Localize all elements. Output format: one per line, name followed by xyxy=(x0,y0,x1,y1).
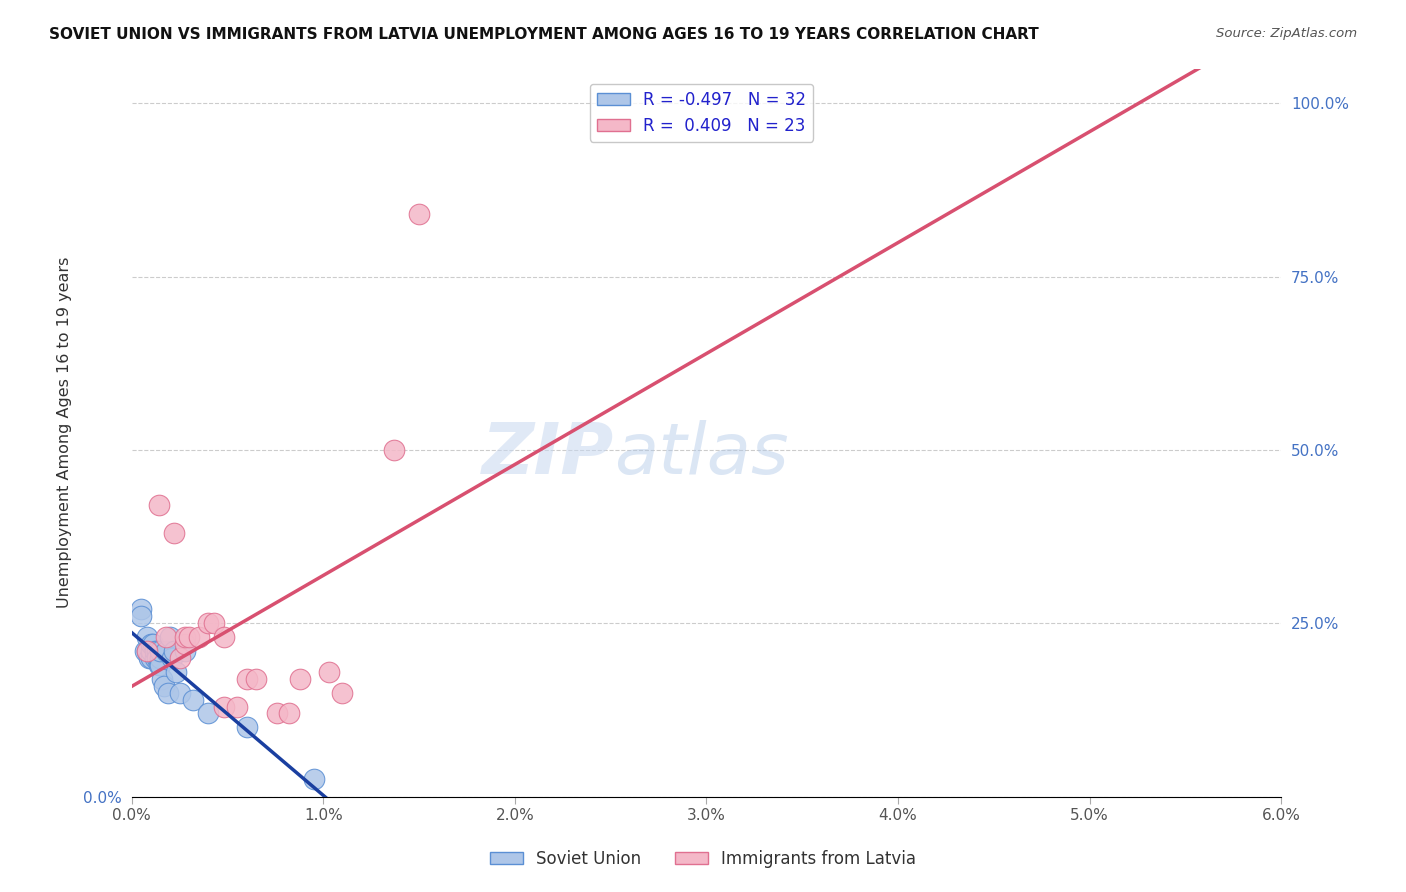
Point xyxy=(408,207,430,221)
Point xyxy=(332,686,354,700)
Point xyxy=(152,672,174,686)
Text: SOVIET UNION VS IMMIGRANTS FROM LATVIA UNEMPLOYMENT AMONG AGES 16 TO 19 YEARS CO: SOVIET UNION VS IMMIGRANTS FROM LATVIA U… xyxy=(49,27,1039,42)
Text: ZIP: ZIP xyxy=(482,420,614,489)
Point xyxy=(290,672,312,686)
Point xyxy=(181,692,204,706)
Point xyxy=(149,644,172,658)
Point xyxy=(148,499,170,513)
Point xyxy=(131,609,153,624)
Point xyxy=(165,665,187,679)
Point xyxy=(266,706,288,721)
Point xyxy=(226,699,249,714)
Point xyxy=(169,651,191,665)
Point xyxy=(153,679,176,693)
Point xyxy=(212,630,235,644)
Point xyxy=(159,630,181,644)
Point xyxy=(136,644,159,658)
Point xyxy=(136,644,159,658)
Point xyxy=(145,644,167,658)
Point xyxy=(160,651,183,665)
Point xyxy=(197,706,219,721)
Point xyxy=(318,665,340,679)
Point xyxy=(155,630,177,644)
Point xyxy=(235,672,257,686)
Point xyxy=(174,637,197,651)
Point xyxy=(235,720,257,734)
Point xyxy=(174,630,197,644)
Point xyxy=(163,526,186,541)
Point xyxy=(169,686,191,700)
Point xyxy=(382,442,405,457)
Point xyxy=(131,602,153,616)
Point xyxy=(139,644,162,658)
Point xyxy=(155,644,177,658)
Point xyxy=(174,644,197,658)
Point xyxy=(148,657,170,672)
Point xyxy=(202,616,225,631)
Point xyxy=(138,651,160,665)
Point xyxy=(245,672,267,686)
Point xyxy=(143,651,166,665)
Point xyxy=(302,772,325,787)
Point xyxy=(145,651,167,665)
Point xyxy=(149,651,172,665)
Point xyxy=(179,630,201,644)
Point xyxy=(142,637,165,651)
Point xyxy=(157,686,180,700)
Y-axis label: Unemployment Among Ages 16 to 19 years: Unemployment Among Ages 16 to 19 years xyxy=(58,257,72,608)
Legend: Soviet Union, Immigrants from Latvia: Soviet Union, Immigrants from Latvia xyxy=(482,844,924,875)
Point xyxy=(139,651,162,665)
Point xyxy=(163,644,186,658)
Point xyxy=(277,706,299,721)
Point xyxy=(134,644,156,658)
Text: atlas: atlas xyxy=(614,420,789,489)
Point xyxy=(139,637,162,651)
Point xyxy=(149,657,172,672)
Legend: R = -0.497   N = 32, R =  0.409   N = 23: R = -0.497 N = 32, R = 0.409 N = 23 xyxy=(591,84,813,142)
Point xyxy=(197,616,219,631)
Text: Source: ZipAtlas.com: Source: ZipAtlas.com xyxy=(1216,27,1357,40)
Point xyxy=(136,630,159,644)
Point xyxy=(143,644,166,658)
Point xyxy=(212,699,235,714)
Point xyxy=(187,630,209,644)
